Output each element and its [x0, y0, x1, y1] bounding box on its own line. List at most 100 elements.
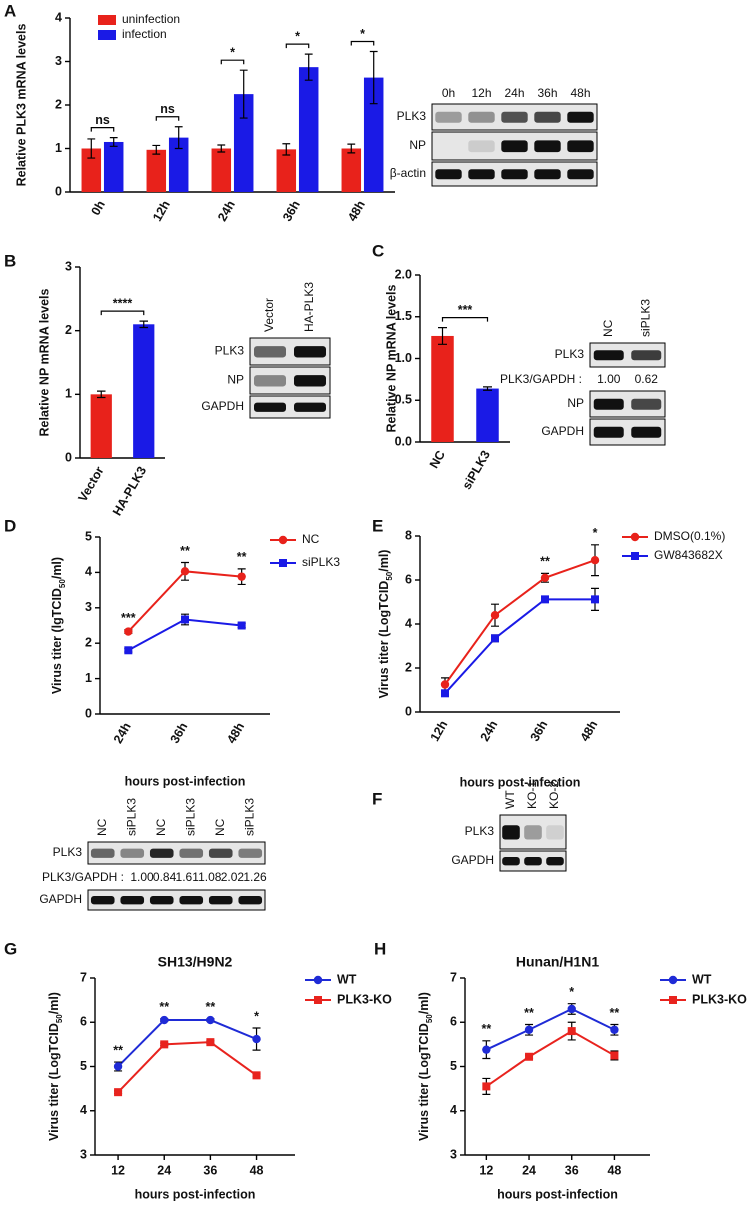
significance-label: * [230, 45, 235, 59]
point [482, 1082, 491, 1091]
y-axis-label-part: 50 [425, 1014, 434, 1023]
y-tick-label: 0.0 [395, 434, 412, 448]
y-tick-label: 6 [450, 1015, 457, 1029]
blot-column-label: NC [601, 319, 615, 337]
x-tick-label: 48 [607, 1163, 621, 1177]
blot-band [534, 169, 561, 180]
significance-bracket [155, 116, 180, 121]
x-tick-label: 36h [528, 718, 551, 744]
y-tick-label: 1 [85, 671, 92, 685]
y-axis-label: Virus titer (lgTCID50/ml) [50, 557, 66, 694]
blot-band [468, 169, 495, 180]
y-tick-label: 0 [405, 704, 412, 718]
error-bar [239, 69, 248, 119]
blot-column-label: 24h [504, 86, 524, 100]
panel-label: C [372, 241, 384, 260]
blot-panel [87, 841, 266, 865]
y-axis-label: Relative PLK3 mRNA levels [14, 24, 28, 187]
point [252, 1071, 261, 1080]
blot-band [546, 825, 564, 840]
y-axis-label-part: 50 [385, 571, 394, 580]
bar [211, 148, 232, 192]
blot-band [502, 857, 520, 866]
x-tick-label: 48h [345, 198, 368, 224]
x-tick-label: 48h [224, 720, 247, 746]
blot-band [534, 111, 561, 123]
y-axis-label: Virus titer (LogTCID50/ml) [417, 992, 433, 1141]
series-line [485, 1007, 615, 1051]
y-tick-label: 4 [405, 616, 412, 630]
y-tick-label: 8 [405, 528, 412, 542]
blot-column-label: KO-2 [547, 781, 561, 809]
blot-column-label: 12h [471, 86, 491, 100]
point [237, 621, 246, 630]
blot-row-label: β-actin [390, 166, 426, 180]
blot-band [631, 350, 662, 361]
point [540, 573, 550, 582]
x-axis-label: hours post-infection [135, 1187, 256, 1201]
significance-label: ** [481, 1022, 491, 1036]
x-tick-label: 48h [578, 718, 601, 744]
blot-column-label: 0h [442, 86, 455, 100]
y-axis-label: Virus titer (LogTCID50/ml) [377, 550, 393, 699]
x-tick-label: 36h [168, 720, 191, 746]
significance-label: ns [160, 102, 175, 116]
significance-bracket [100, 310, 145, 316]
point [114, 1088, 123, 1097]
error-bar [87, 138, 96, 159]
blot-band [567, 111, 594, 123]
x-tick-label: 12h [150, 198, 173, 224]
y-axis-label-part: Virus titer (LogTCID [47, 1023, 61, 1141]
legend-marker [278, 535, 288, 545]
error-bar [483, 386, 492, 391]
point [113, 1062, 123, 1071]
panel-label: G [4, 939, 17, 958]
significance-label: * [593, 526, 598, 540]
error-bar [304, 53, 313, 81]
blot-row-label: GAPDH [201, 399, 244, 413]
significance-label: ** [237, 550, 247, 564]
y-tick-label: 4 [450, 1103, 457, 1117]
blot-band [179, 848, 204, 858]
bar [103, 141, 124, 192]
blot-band [294, 375, 326, 387]
legend-label: WT [337, 972, 357, 986]
panel-label: D [4, 516, 16, 535]
blot-row-label: NP [567, 396, 584, 410]
blot-band [120, 896, 145, 905]
significance-label: ** [524, 1006, 534, 1020]
series-line [485, 1029, 615, 1088]
significance-bracket [441, 317, 489, 322]
point [180, 567, 190, 576]
blot-row-label: NP [409, 138, 426, 152]
legend-label: siPLK3 [302, 555, 340, 569]
significance-label: * [295, 29, 300, 43]
y-axis-label-part: /ml) [377, 550, 391, 572]
blot-band [435, 111, 462, 123]
bar [90, 394, 112, 458]
point [124, 627, 133, 636]
blot-ratio-value: 2.02 [221, 870, 245, 884]
point [590, 556, 600, 565]
blot-ratio-value: 1.08 [198, 870, 222, 884]
blot-column-label: siPLK3 [242, 798, 256, 836]
blot-band [534, 140, 561, 153]
blot-column-label: WT [503, 790, 517, 809]
error-bar [347, 143, 356, 154]
blot-row-label: GAPDH [541, 424, 584, 438]
y-axis-label: Virus titer (LogTCID50/ml) [47, 992, 63, 1141]
blot-ratio-label: PLK3/GAPDH : [42, 870, 124, 884]
blot-row-label: PLK3 [53, 845, 83, 859]
blot-band [593, 426, 624, 438]
blot-band [294, 402, 326, 412]
legend-label: GW843682X [654, 548, 723, 562]
blot-band [254, 346, 286, 358]
significance-bracket [350, 40, 375, 46]
significance-label: * [569, 985, 574, 999]
y-tick-label: 1.5 [395, 309, 412, 323]
point [124, 646, 133, 655]
blot-band [593, 398, 624, 410]
bar [276, 149, 297, 192]
y-tick-label: 2 [55, 97, 62, 111]
